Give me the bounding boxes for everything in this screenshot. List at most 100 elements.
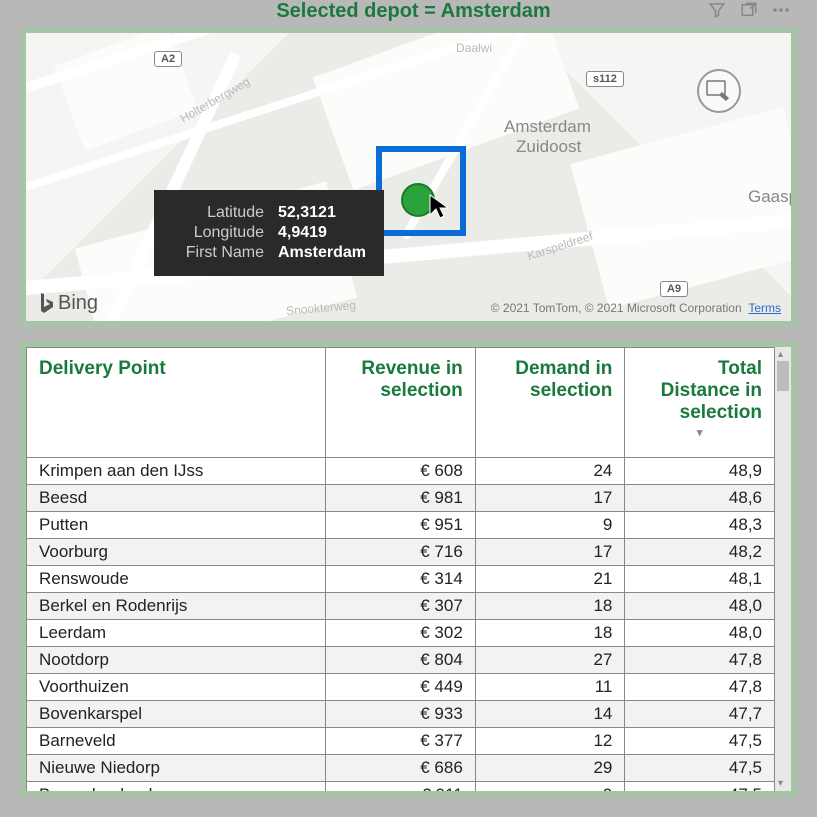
table-cell: Voorthuizen <box>27 674 326 701</box>
table-cell: 48,1 <box>625 566 775 593</box>
table-cell: Bovenkarspel <box>27 701 326 728</box>
selection-rectangle <box>376 146 466 236</box>
table-cell: Krimpen aan den IJss <box>27 458 326 485</box>
table-cell: € 314 <box>326 566 476 593</box>
table-cell: 48,9 <box>625 458 775 485</box>
road-badge: s112 <box>586 71 624 87</box>
table-row[interactable]: Nootdorp€ 8042747,8 <box>27 647 775 674</box>
column-header[interactable]: Demand in selection <box>475 348 625 458</box>
tooltip-value: 4,9419 <box>278 224 327 242</box>
table-visual[interactable]: Delivery PointRevenue in selectionDemand… <box>20 341 797 797</box>
title-bar: Selected depot = Amsterdam <box>20 0 797 27</box>
table-row[interactable]: Putten€ 951948,3 <box>27 512 775 539</box>
table-cell: € 911 <box>326 782 476 792</box>
table-cell: € 716 <box>326 539 476 566</box>
table-row[interactable]: Krimpen aan den IJss€ 6082448,9 <box>27 458 775 485</box>
tooltip-label: Latitude <box>172 204 264 222</box>
table-cell: € 933 <box>326 701 476 728</box>
table-cell: € 804 <box>326 647 476 674</box>
table-cell: Nieuwe Niedorp <box>27 755 326 782</box>
table-cell: Renswoude <box>27 566 326 593</box>
table-cell: 47,5 <box>625 755 775 782</box>
table-cell: € 302 <box>326 620 476 647</box>
tooltip-label: Longitude <box>172 224 264 242</box>
table-cell: 47,5 <box>625 728 775 755</box>
filter-icon[interactable] <box>707 0 727 20</box>
road-badge: A2 <box>154 51 182 67</box>
table-cell: Barneveld <box>27 728 326 755</box>
table-cell: Putten <box>27 512 326 539</box>
road-name-label: Daalwi <box>456 41 492 55</box>
scrollbar-thumb[interactable] <box>777 361 789 391</box>
table-cell: 12 <box>475 728 625 755</box>
table-cell: Nootdorp <box>27 647 326 674</box>
table-cell: € 377 <box>326 728 476 755</box>
table-cell: € 307 <box>326 593 476 620</box>
map-place-label: Amsterdam <box>504 117 591 137</box>
table-row[interactable]: Bovenkarspel€ 9331447,7 <box>27 701 775 728</box>
tooltip-value: Amsterdam <box>278 244 366 262</box>
map-place-label: Zuidoost <box>516 137 581 157</box>
table-cell: Voorburg <box>27 539 326 566</box>
column-header[interactable]: Revenue in selection <box>326 348 476 458</box>
column-header[interactable]: Total Distance in selection▾ <box>625 348 775 458</box>
data-table: Delivery PointRevenue in selectionDemand… <box>26 347 775 791</box>
sort-descending-icon: ▾ <box>637 426 762 439</box>
table-cell: 27 <box>475 647 625 674</box>
focus-mode-icon[interactable] <box>739 0 759 20</box>
table-cell: 17 <box>475 539 625 566</box>
map-tooltip: Latitude 52,3121 Longitude 4,9419 First Name… <box>154 190 384 276</box>
table-header-row: Delivery PointRevenue in selectionDemand… <box>27 348 775 458</box>
table-body: Krimpen aan den IJss€ 6082448,9Beesd€ 98… <box>27 458 775 792</box>
table-cell: 9 <box>475 782 625 792</box>
table-cell: 9 <box>475 512 625 539</box>
bing-logo: Bing <box>38 292 98 315</box>
table-row[interactable]: Renswoude€ 3142148,1 <box>27 566 775 593</box>
table-cell: € 981 <box>326 485 476 512</box>
table-cell: € 608 <box>326 458 476 485</box>
map-place-label: Gaasp <box>748 187 797 207</box>
table-cell: Bergschenhoek <box>27 782 326 792</box>
scroll-down-icon[interactable]: ▾ <box>778 778 783 789</box>
table-cell: 24 <box>475 458 625 485</box>
table-row[interactable]: Barneveld€ 3771247,5 <box>27 728 775 755</box>
table-cell: 17 <box>475 485 625 512</box>
page-title: Selected depot = Amsterdam <box>120 0 707 23</box>
table-row[interactable]: Beesd€ 9811748,6 <box>27 485 775 512</box>
table-row[interactable]: Bergschenhoek€ 911947,5 <box>27 782 775 792</box>
terms-link[interactable]: Terms <box>748 301 781 315</box>
table-cell: 21 <box>475 566 625 593</box>
table-cell: 47,5 <box>625 782 775 792</box>
table-row[interactable]: Berkel en Rodenrijs€ 3071848,0 <box>27 593 775 620</box>
vertical-scrollbar[interactable]: ▴ ▾ <box>775 347 791 791</box>
table-cell: Berkel en Rodenrijs <box>27 593 326 620</box>
table-cell: 29 <box>475 755 625 782</box>
table-row[interactable]: Voorburg€ 7161748,2 <box>27 539 775 566</box>
table-cell: € 951 <box>326 512 476 539</box>
column-header[interactable]: Delivery Point <box>27 348 326 458</box>
table-cell: 47,7 <box>625 701 775 728</box>
table-cell: 48,0 <box>625 620 775 647</box>
road-badge: A9 <box>660 281 688 297</box>
table-cell: 48,6 <box>625 485 775 512</box>
map-focus-mode-icon[interactable] <box>697 69 741 113</box>
visual-toolbar <box>707 0 797 20</box>
table-cell: 47,8 <box>625 674 775 701</box>
more-options-icon[interactable] <box>771 0 791 20</box>
bing-label: Bing <box>58 292 98 315</box>
table-cell: 48,3 <box>625 512 775 539</box>
table-cell: € 686 <box>326 755 476 782</box>
table-row[interactable]: Nieuwe Niedorp€ 6862947,5 <box>27 755 775 782</box>
table-row[interactable]: Voorthuizen€ 4491147,8 <box>27 674 775 701</box>
table-cell: € 449 <box>326 674 476 701</box>
table-cell: 18 <box>475 593 625 620</box>
tooltip-label: First Name <box>172 244 264 262</box>
table-cell: 48,0 <box>625 593 775 620</box>
table-row[interactable]: Leerdam€ 3021848,0 <box>27 620 775 647</box>
map-visual[interactable]: A2s112A9 AmsterdamZuidoostGaasp DaalwiHo… <box>20 27 797 327</box>
table-cell: Leerdam <box>27 620 326 647</box>
table-cell: 11 <box>475 674 625 701</box>
table-cell: 47,8 <box>625 647 775 674</box>
scroll-up-icon[interactable]: ▴ <box>778 349 783 360</box>
tooltip-value: 52,3121 <box>278 204 336 222</box>
